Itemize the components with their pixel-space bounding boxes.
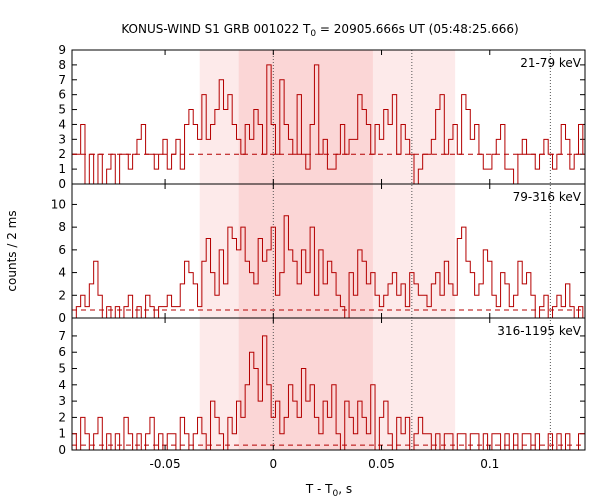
y-tick-label-0-7: 7 bbox=[58, 73, 66, 87]
band-label-2: 316-1195 keV bbox=[497, 324, 581, 338]
chart-title: KONUS-WIND S1 GRB 001022 T0 = 20905.666s… bbox=[121, 22, 518, 39]
plot-border bbox=[71, 49, 586, 451]
x-tick-label-0: -0.05 bbox=[150, 457, 181, 471]
y-tick-label-0-1: 1 bbox=[58, 162, 66, 176]
y-tick-label-1-1: 2 bbox=[58, 288, 66, 302]
vertical-markers bbox=[272, 50, 551, 450]
y-tick-label-0-6: 6 bbox=[58, 88, 66, 102]
y-axis-label: counts / 2 ms bbox=[5, 210, 19, 291]
plot-frame bbox=[71, 49, 586, 451]
y-tick-label-2-6: 6 bbox=[58, 345, 66, 359]
y-tick-label-0-5: 5 bbox=[58, 103, 66, 117]
x-tick-label-2: 0.05 bbox=[368, 457, 395, 471]
band-label-0: 21-79 keV bbox=[520, 56, 582, 70]
y-tick-label-0-2: 2 bbox=[58, 147, 66, 161]
y-tick-label-1-2: 4 bbox=[58, 266, 66, 280]
band-label-1: 79-316 keV bbox=[513, 190, 582, 204]
y-tick-label-0-8: 8 bbox=[58, 58, 66, 72]
x-tick-label-3: 0.1 bbox=[480, 457, 499, 471]
y-tick-label-2-4: 4 bbox=[58, 378, 66, 392]
y-tick-label-2-3: 3 bbox=[58, 394, 66, 408]
y-tick-label-0-0: 0 bbox=[58, 177, 66, 191]
y-tick-label-1-0: 0 bbox=[58, 311, 66, 325]
y-tick-label-2-1: 1 bbox=[58, 427, 66, 441]
y-tick-label-2-0: 0 bbox=[58, 443, 66, 457]
y-tick-label-1-5: 10 bbox=[51, 197, 66, 211]
panel-1: 0 2 4 6 8 10 79-316 keV bbox=[51, 190, 585, 325]
y-tick-label-0-3: 3 bbox=[58, 132, 66, 146]
y-tick-label-2-5: 5 bbox=[58, 362, 66, 376]
y-tick-label-1-3: 6 bbox=[58, 243, 66, 257]
panel-2: 0 1 2 3 4 5 6 7 316-1195 keV bbox=[58, 324, 585, 457]
x-tick-label-1: 0 bbox=[269, 457, 277, 471]
y-tick-label-2-2: 2 bbox=[58, 410, 66, 424]
histogram-2 bbox=[72, 335, 585, 451]
y-tick-label-2-7: 7 bbox=[58, 329, 66, 343]
y-tick-label-0-9: 9 bbox=[58, 43, 66, 57]
y-tick-label-0-4: 4 bbox=[58, 117, 66, 131]
x-axis-label: T - T0, s bbox=[305, 482, 352, 499]
histogram-0 bbox=[72, 64, 585, 185]
x-axis: -0.05 0 0.05 0.1 bbox=[150, 50, 499, 471]
y-tick-label-1-4: 8 bbox=[58, 220, 66, 234]
